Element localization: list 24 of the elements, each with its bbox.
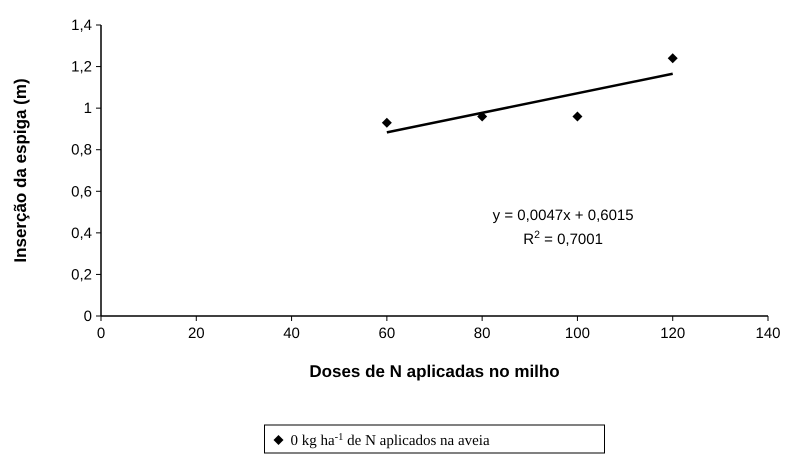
x-tick-label: 0: [96, 325, 106, 342]
y-tick-label: 1,2: [71, 58, 92, 76]
point: [668, 53, 678, 64]
annotation: y = 0,0047x + 0,6015: [492, 207, 634, 224]
y-tick-label: 1,4: [71, 17, 92, 34]
y-tick-label: 0,2: [71, 266, 92, 284]
x-tick-label: 40: [283, 325, 300, 342]
x-tick-label: 80: [474, 325, 490, 342]
x-tick-label: 20: [188, 325, 205, 342]
y-tick-label: 0,8: [71, 142, 92, 159]
y-tick-label: 0: [84, 308, 92, 325]
y-tick-label: 0,4: [71, 224, 92, 242]
x-axis-title: Doses de N aplicadas no milho: [309, 362, 560, 381]
y-axis-title: Inserção da espiga (m): [11, 78, 30, 263]
y-tick-label: 0,6: [71, 183, 92, 200]
point: [572, 111, 582, 122]
x-tick-label: 120: [660, 325, 686, 342]
legend-label: 0 kg ha$^{-1}$ de N aplicados na aveia: [290, 432, 490, 449]
x-tick-label: 60: [378, 325, 396, 342]
x-tick-label: 100: [564, 325, 590, 342]
y-tick-label: 1: [84, 100, 92, 118]
point: [382, 118, 392, 128]
x-tick-label: 140: [755, 325, 781, 342]
annotation: R$^{2}$ = 0,7001: [523, 229, 603, 248]
